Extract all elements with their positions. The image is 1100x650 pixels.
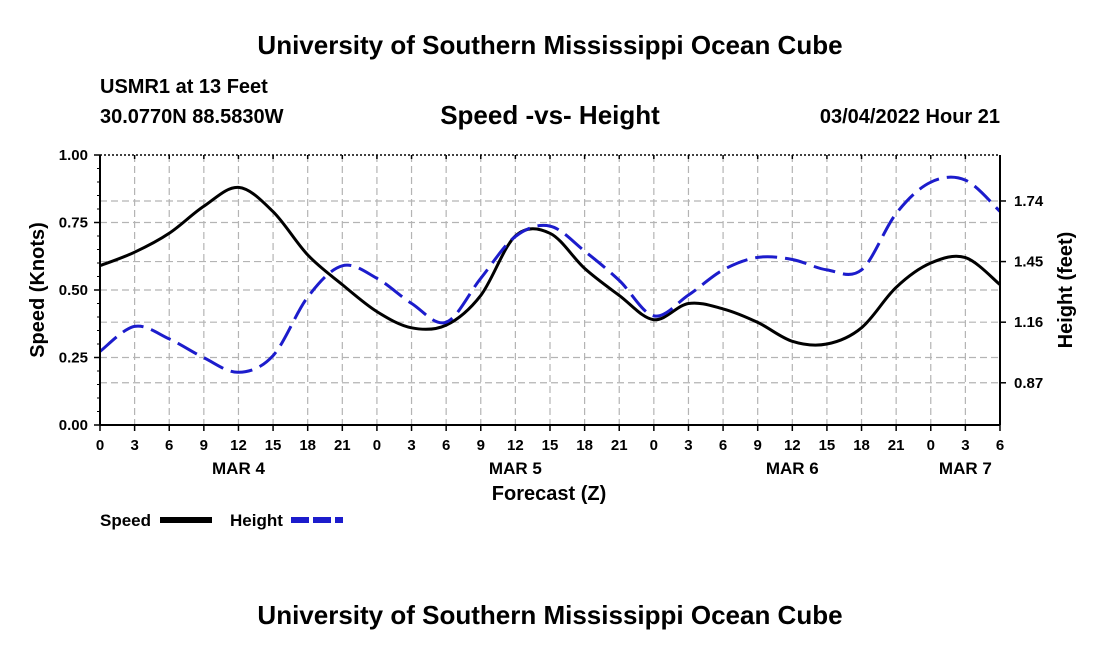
- x-tick-label: 3: [961, 437, 969, 454]
- x-tick-label: 0: [650, 437, 658, 454]
- x-tick-label: 15: [542, 437, 559, 454]
- station-coordinates: 30.0770N 88.5830W: [100, 106, 284, 128]
- date-label: MAR 7: [939, 459, 992, 478]
- footer-title: University of Southern Mississippi Ocean…: [257, 600, 843, 630]
- date-label: MAR 6: [766, 459, 819, 478]
- x-tick-label: 0: [927, 437, 935, 454]
- x-tick-label: 9: [754, 437, 762, 454]
- chart-title: Speed -vs- Height: [440, 100, 660, 130]
- axes: [94, 154, 1006, 431]
- x-tick-label: 15: [265, 437, 282, 454]
- x-tick-label: 0: [373, 437, 381, 454]
- x-tick-label: 6: [719, 437, 727, 454]
- x-tick-label: 12: [784, 437, 801, 454]
- x-tick-label: 12: [230, 437, 247, 454]
- x-tick-label: 9: [477, 437, 485, 454]
- y-axis-title: Speed (Knots): [27, 222, 49, 358]
- y2-tick-label: 1.45: [1014, 254, 1043, 271]
- legend: Speed Height: [100, 511, 343, 530]
- forecast-timestamp: 03/04/2022 Hour 21: [819, 106, 1000, 128]
- tick-labels: 0 3 6 9 12 15 18 21 0 3 6 9 12 15 18 21 0 3 6 9 12 15 18 21 0 3 6M…: [59, 147, 1044, 478]
- x-tick-label: 3: [130, 437, 138, 454]
- x-tick-label: 3: [407, 437, 415, 454]
- series-line-speed: [99, 185, 1001, 347]
- y-tick-label: 1.00: [59, 147, 88, 164]
- main-title: University of Southern Mississippi Ocean…: [257, 30, 843, 60]
- y-tick-label: 0.00: [59, 417, 88, 434]
- x-tick-label: 15: [819, 437, 836, 454]
- series-line-height: [99, 175, 1002, 374]
- x-tick-label: 18: [299, 437, 316, 454]
- station-label: USMR1 at 13 Feet: [100, 76, 268, 98]
- y-tick-label: 0.50: [59, 282, 88, 299]
- date-label: MAR 4: [212, 459, 265, 478]
- x-tick-label: 6: [442, 437, 450, 454]
- x-tick-label: 18: [853, 437, 870, 454]
- y2-tick-label: 0.87: [1014, 375, 1043, 392]
- y2-axis-title: Height (feet): [1055, 232, 1077, 349]
- x-tick-label: 0: [96, 437, 104, 454]
- x-tick-label: 21: [334, 437, 351, 454]
- y2-tick-label: 1.74: [1014, 193, 1044, 210]
- x-tick-label: 9: [200, 437, 208, 454]
- y-tick-label: 0.75: [59, 215, 88, 232]
- y-tick-label: 0.25: [59, 350, 88, 367]
- y2-tick-label: 1.16: [1014, 314, 1043, 331]
- grid-lines: [100, 155, 1000, 425]
- x-tick-label: 12: [507, 437, 524, 454]
- x-tick-label: 6: [165, 437, 173, 454]
- series-lines: [99, 175, 1002, 374]
- x-tick-label: 18: [576, 437, 593, 454]
- x-tick-label: 3: [684, 437, 692, 454]
- x-axis-title: Forecast (Z): [492, 483, 606, 505]
- legend-speed-label: Speed: [100, 511, 151, 530]
- date-label: MAR 5: [489, 459, 542, 478]
- legend-height-label: Height: [230, 511, 283, 530]
- x-tick-label: 21: [611, 437, 628, 454]
- x-tick-label: 6: [996, 437, 1004, 454]
- x-tick-label: 21: [888, 437, 905, 454]
